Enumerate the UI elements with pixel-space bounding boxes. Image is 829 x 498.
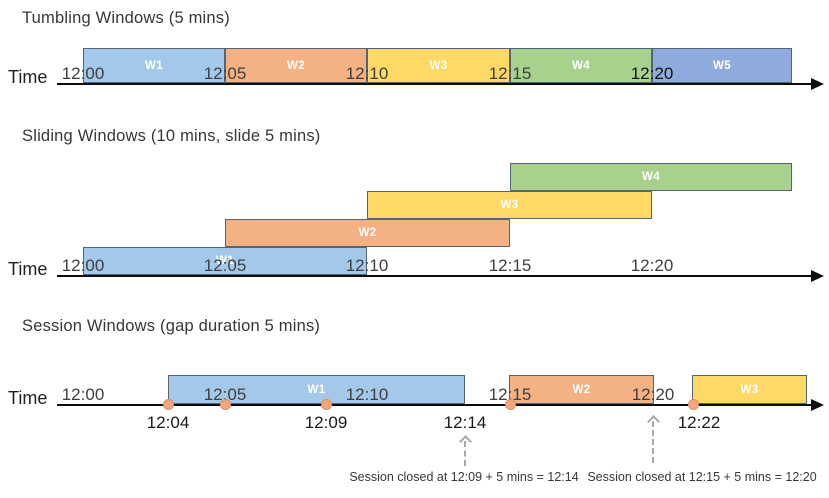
session-closed-note: Session closed at 12:15 + 5 mins = 12:20 (587, 470, 817, 484)
window-bar-w1: W1 (83, 247, 367, 275)
axis-tick-label: 12:20 (630, 64, 674, 84)
time-axis (57, 83, 812, 85)
event-dot (687, 399, 699, 410)
axis-arrowhead-icon (811, 78, 824, 90)
window-label: W1 (144, 59, 164, 72)
window-label: W2 (286, 59, 306, 72)
time-axis-label: Time (8, 388, 48, 408)
axis-tick-label: 12:10 (345, 64, 389, 84)
window-label: W2 (358, 227, 377, 239)
annotation-arrow-stem (464, 441, 466, 466)
session-closed-note: Session closed at 12:09 + 5 mins = 12:14 (349, 470, 579, 484)
window-label: W1 (307, 383, 326, 396)
axis-arrowhead-icon (811, 399, 824, 411)
time-axis-label: Time (8, 259, 48, 279)
annotation-arrowhead-icon (459, 435, 472, 448)
axis-tick-label: 12:10 (345, 385, 389, 405)
annotation-arrowhead-icon (647, 415, 660, 428)
axis-tick-label: 12:00 (61, 385, 105, 405)
event-time-label: 12:04 (146, 413, 190, 432)
axis-tick-label: 12:20 (630, 256, 674, 276)
section-title-tumbling: Tumbling Windows (5 mins) (22, 9, 230, 27)
window-bar-w2: W2 (509, 375, 654, 404)
window-label: W2 (572, 383, 591, 396)
section-title-session: Session Windows (gap duration 5 mins) (22, 317, 321, 335)
axis-tick-label: 12:10 (345, 256, 389, 276)
window-bar-w4: W4 (510, 163, 792, 191)
event-dot (504, 399, 516, 410)
axis-tick-label: 12:05 (203, 385, 247, 405)
window-label: W1 (215, 255, 235, 267)
time-axis (57, 275, 812, 277)
window-bar-w3: W3 (367, 191, 652, 219)
window-bar-w2: W2 (225, 219, 510, 247)
axis-arrowhead-icon (811, 270, 824, 282)
window-label: W5 (712, 59, 732, 72)
event-dot (162, 399, 174, 410)
event-dot (320, 399, 332, 410)
window-bar-w1: W1 (83, 48, 225, 83)
axis-tick-label: 12:15 (488, 64, 532, 84)
window-bar-w3: W3 (367, 48, 510, 83)
time-axis (57, 404, 812, 406)
window-bar-w2: W2 (225, 48, 367, 83)
axis-tick-label: 12:00 (61, 256, 105, 276)
annotation-arrow-stem (652, 421, 654, 463)
event-dot (219, 399, 231, 410)
window-bar-w1: W1 (168, 375, 465, 404)
axis-tick-label: 12:15 (488, 256, 532, 276)
window-label: W3 (500, 199, 519, 211)
window-label: W4 (571, 59, 591, 72)
axis-tick-label: 12:05 (203, 64, 247, 84)
event-time-label: 12:14 (443, 413, 487, 432)
window-label: W4 (641, 171, 661, 183)
window-bar-w4: W4 (510, 48, 652, 83)
time-axis-label: Time (8, 67, 48, 87)
window-bar-w3: W3 (692, 375, 807, 404)
axis-tick-label: 12:05 (203, 256, 247, 276)
axis-tick-label: 12:00 (61, 64, 105, 84)
window-label: W3 (740, 383, 759, 396)
window-bar-w5: W5 (652, 48, 792, 83)
axis-tick-label: 12:20 (631, 385, 675, 405)
axis-tick-label: 12:15 (488, 385, 532, 405)
section-title-sliding: Sliding Windows (10 mins, slide 5 mins) (22, 127, 321, 145)
event-time-label: 12:09 (304, 413, 348, 432)
window-label: W3 (429, 59, 448, 72)
event-time-label: 12:22 (677, 413, 721, 432)
